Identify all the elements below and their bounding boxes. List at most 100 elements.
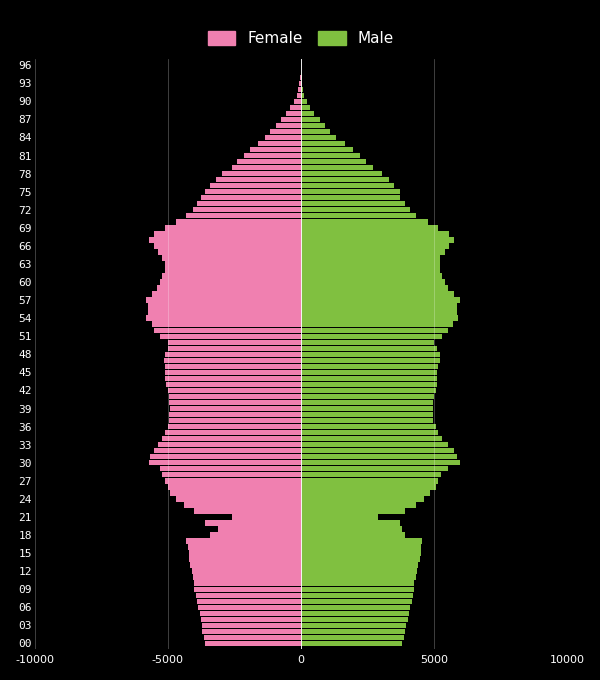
Bar xyxy=(301,129,331,134)
Bar xyxy=(205,641,301,646)
Bar xyxy=(301,545,421,549)
Bar xyxy=(301,141,345,146)
Bar xyxy=(301,629,405,634)
Bar xyxy=(237,159,301,165)
Bar xyxy=(301,111,314,116)
Bar xyxy=(154,328,301,333)
Bar xyxy=(301,135,335,140)
Bar xyxy=(301,225,438,231)
Bar xyxy=(301,641,402,646)
Bar xyxy=(301,478,438,483)
Legend: Female, Male: Female, Male xyxy=(208,31,394,46)
Bar xyxy=(301,496,424,502)
Bar xyxy=(301,322,453,327)
Bar xyxy=(301,105,310,110)
Bar xyxy=(301,568,417,574)
Bar xyxy=(301,430,438,435)
Bar xyxy=(301,436,442,441)
Bar xyxy=(301,333,442,339)
Bar xyxy=(165,225,301,231)
Bar xyxy=(301,86,303,92)
Bar xyxy=(166,381,301,387)
Bar xyxy=(154,243,301,249)
Bar xyxy=(163,436,301,441)
Bar xyxy=(223,171,301,176)
Bar xyxy=(301,526,402,532)
Bar xyxy=(301,442,448,447)
Bar xyxy=(190,562,301,568)
Bar xyxy=(301,556,419,562)
Bar xyxy=(194,587,301,592)
Bar xyxy=(165,261,301,267)
Bar xyxy=(165,370,301,375)
Bar xyxy=(301,122,325,128)
Bar xyxy=(301,147,353,152)
Bar xyxy=(301,375,437,381)
Bar xyxy=(244,153,301,158)
Bar xyxy=(294,99,301,104)
Bar xyxy=(301,634,404,640)
Bar xyxy=(301,231,449,237)
Bar xyxy=(301,472,441,477)
Bar xyxy=(205,520,301,526)
Bar xyxy=(300,75,301,80)
Bar xyxy=(301,339,434,345)
Bar xyxy=(301,92,304,98)
Bar xyxy=(204,634,301,640)
Bar xyxy=(301,592,413,598)
Bar xyxy=(301,286,448,291)
Bar xyxy=(301,502,416,507)
Bar xyxy=(301,201,405,207)
Bar xyxy=(301,261,440,267)
Bar xyxy=(301,388,436,393)
Bar xyxy=(163,472,301,477)
Bar xyxy=(163,273,301,279)
Bar xyxy=(197,201,301,207)
Bar xyxy=(301,617,407,622)
Bar xyxy=(301,623,406,628)
Bar xyxy=(163,255,301,260)
Bar xyxy=(286,111,301,116)
Bar xyxy=(184,502,301,507)
Bar xyxy=(193,575,301,580)
Bar xyxy=(187,539,301,544)
Bar xyxy=(299,80,301,86)
Bar xyxy=(301,80,302,86)
Bar xyxy=(301,575,416,580)
Bar xyxy=(301,539,422,544)
Bar xyxy=(301,189,400,194)
Bar xyxy=(149,460,301,465)
Bar xyxy=(301,550,421,556)
Bar xyxy=(301,249,445,254)
Bar xyxy=(301,213,416,218)
Bar xyxy=(187,213,301,218)
Bar xyxy=(301,328,448,333)
Bar xyxy=(301,273,442,279)
Bar xyxy=(194,508,301,513)
Bar xyxy=(154,448,301,454)
Bar xyxy=(301,153,359,158)
Bar xyxy=(168,484,301,490)
Bar xyxy=(149,237,301,243)
Bar xyxy=(232,165,301,170)
Bar xyxy=(205,189,301,194)
Bar xyxy=(301,424,436,429)
Bar xyxy=(301,520,400,526)
Bar xyxy=(197,598,301,604)
Bar xyxy=(168,339,301,345)
Bar xyxy=(165,364,301,369)
Bar xyxy=(265,135,301,140)
Bar xyxy=(160,279,301,285)
Bar xyxy=(216,177,301,182)
Bar xyxy=(193,207,301,212)
Bar xyxy=(281,117,301,122)
Bar xyxy=(301,448,454,454)
Bar xyxy=(160,466,301,471)
Bar xyxy=(301,183,394,188)
Bar xyxy=(301,598,412,604)
Bar xyxy=(259,141,301,146)
Bar xyxy=(165,430,301,435)
Bar xyxy=(301,352,440,357)
Bar xyxy=(301,466,448,471)
Bar xyxy=(218,526,301,532)
